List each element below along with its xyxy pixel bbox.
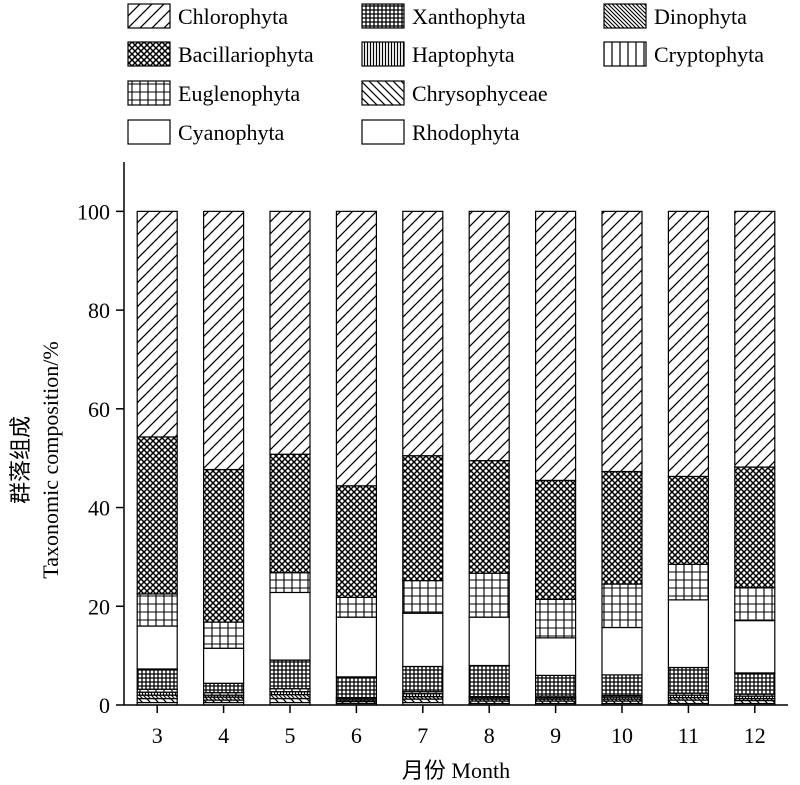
x-tick-label: 4 bbox=[218, 723, 229, 748]
bar-segment-euglenophyta-3 bbox=[136, 593, 178, 627]
legend-swatch-rhodophyta bbox=[361, 119, 405, 145]
legend-label-haptophyta: Haptophyta bbox=[412, 42, 515, 67]
legend-swatch-xanthophyta bbox=[361, 3, 405, 29]
x-tick-label: 12 bbox=[744, 723, 766, 748]
legend-swatch-haptophyta bbox=[361, 41, 405, 67]
bar-segment-cyanophyta-7 bbox=[402, 612, 444, 668]
bar-segment-cyanophyta-6 bbox=[335, 616, 377, 678]
y-axis-title-en: Taxonomic composition/% bbox=[38, 341, 63, 578]
legend-swatch-chlorophyta bbox=[127, 3, 171, 29]
bar-segment-chlorophyta-12 bbox=[734, 210, 776, 468]
bar-segment-bacillariophyta-4 bbox=[203, 468, 245, 623]
legend-label-chlorophyta: Chlorophyta bbox=[178, 4, 288, 29]
y-tick-label: 0 bbox=[99, 693, 110, 718]
x-tick-label: 6 bbox=[351, 723, 362, 748]
legend-swatch-bacillariophyta bbox=[127, 41, 171, 67]
bar-segment-cyanophyta-5 bbox=[269, 591, 311, 661]
bar-segment-euglenophyta-4 bbox=[203, 621, 245, 649]
bar-segment-chlorophyta-6 bbox=[335, 210, 377, 487]
bar-segment-xanthophyta-6 bbox=[335, 676, 377, 699]
bar-segment-bacillariophyta-9 bbox=[534, 479, 577, 600]
bar-segment-chlorophyta-7 bbox=[402, 210, 444, 457]
y-tick-label: 100 bbox=[77, 199, 110, 224]
bar-segment-chlorophyta-9 bbox=[534, 210, 577, 481]
legend-swatch-dinophyta bbox=[603, 3, 647, 29]
x-axis-title: 月份 Month bbox=[402, 758, 510, 783]
bar-segment-cyanophyta-4 bbox=[203, 647, 245, 684]
x-tick-label: 11 bbox=[678, 723, 699, 748]
bar-segment-xanthophyta-9 bbox=[534, 674, 577, 697]
legend-swatch-cryptophyta bbox=[603, 41, 647, 67]
bar-segment-euglenophyta-5 bbox=[269, 572, 311, 594]
y-tick-label: 60 bbox=[88, 397, 110, 422]
bar-segment-euglenophyta-9 bbox=[534, 598, 577, 639]
x-tick-label: 8 bbox=[484, 723, 495, 748]
bar-segment-cyanophyta-11 bbox=[667, 599, 710, 669]
x-tick-label: 5 bbox=[285, 723, 296, 748]
bar-segment-chlorophyta-8 bbox=[468, 210, 510, 462]
bar-segment-bacillariophyta-7 bbox=[402, 455, 444, 582]
bar-segment-bacillariophyta-12 bbox=[734, 466, 776, 589]
legend-label-chrysophyceae: Chrysophyceae bbox=[412, 81, 548, 106]
legend-swatch-cyanophyta bbox=[127, 119, 171, 145]
bar-segment-chlorophyta-4 bbox=[203, 210, 245, 471]
legend-label-rhodophyta: Rhodophyta bbox=[412, 120, 520, 145]
y-axis-ticks: 0 20 40 60 80 100 bbox=[77, 199, 124, 718]
bar-segment-chlorophyta-11 bbox=[667, 210, 710, 478]
bar-segment-bacillariophyta-6 bbox=[335, 485, 377, 598]
y-tick-label: 20 bbox=[88, 594, 110, 619]
legend-label-xanthophyta: Xanthophyta bbox=[412, 4, 526, 29]
bar-segment-chlorophyta-10 bbox=[601, 210, 643, 473]
x-tick-label: 7 bbox=[417, 723, 428, 748]
bar-segment-cyanophyta-12 bbox=[734, 619, 776, 674]
bar-segment-euglenophyta-11 bbox=[667, 563, 710, 601]
x-axis-ticks: 3 4 5 6 7 8 9 10 11 12 bbox=[152, 705, 766, 748]
legend-label-cyanophyta: Cyanophyta bbox=[178, 120, 285, 145]
bar-segment-bacillariophyta-10 bbox=[601, 470, 643, 585]
bar-segment-cyanophyta-3 bbox=[136, 625, 178, 670]
bar-segment-bacillariophyta-3 bbox=[136, 436, 178, 595]
bar-segment-xanthophyta-11 bbox=[667, 666, 710, 694]
bar-segment-bacillariophyta-5 bbox=[269, 453, 311, 574]
bar-segment-bacillariophyta-8 bbox=[468, 460, 510, 574]
bar-segment-chlorophyta-5 bbox=[269, 210, 311, 455]
legend-label-euglenophyta: Euglenophyta bbox=[178, 81, 300, 106]
bar-segment-xanthophyta-12 bbox=[734, 672, 776, 695]
legend-label-bacillariophyta: Bacillariophyta bbox=[178, 42, 314, 67]
bar-segment-euglenophyta-8 bbox=[468, 572, 510, 618]
y-tick-label: 80 bbox=[88, 298, 110, 323]
legend-label-dinophyta: Dinophyta bbox=[654, 4, 747, 29]
bar-segment-xanthophyta-3 bbox=[136, 668, 178, 690]
bar-segment-cyanophyta-8 bbox=[468, 616, 510, 667]
bar-segment-euglenophyta-6 bbox=[335, 596, 377, 618]
bar-segment-chlorophyta-3 bbox=[136, 210, 178, 438]
y-axis-title-cn: 群落组成 bbox=[8, 416, 33, 504]
plot-area: 0 20 40 60 80 100 3 4 5 6 7 8 9 10 11 12 bbox=[77, 162, 788, 748]
legend-swatch-euglenophyta bbox=[127, 80, 171, 106]
bar-segment-xanthophyta-8 bbox=[468, 664, 510, 698]
legend-label-cryptophyta: Cryptophyta bbox=[654, 42, 764, 67]
bar-segment-xanthophyta-4 bbox=[203, 682, 245, 694]
x-tick-label: 9 bbox=[550, 723, 561, 748]
y-tick-label: 40 bbox=[88, 496, 110, 521]
bar-segment-euglenophyta-10 bbox=[601, 583, 643, 629]
bar-segment-euglenophyta-12 bbox=[734, 586, 776, 622]
x-tick-label: 3 bbox=[152, 723, 163, 748]
bar-segment-cyanophyta-9 bbox=[534, 637, 577, 676]
bar-segment-xanthophyta-7 bbox=[402, 665, 444, 693]
legend: Chlorophyta Xanthophyta Dinophyta Bacillari… bbox=[127, 3, 764, 145]
bar-segment-euglenophyta-7 bbox=[402, 579, 444, 614]
bar-segment-xanthophyta-10 bbox=[601, 674, 643, 697]
bar-segment-xanthophyta-5 bbox=[269, 659, 311, 690]
bar-segment-bacillariophyta-11 bbox=[667, 475, 710, 565]
x-tick-label: 10 bbox=[611, 723, 633, 748]
bar-segment-cyanophyta-10 bbox=[601, 626, 643, 676]
legend-swatch-chrysophyceae bbox=[361, 80, 405, 106]
bars-group bbox=[136, 210, 776, 706]
